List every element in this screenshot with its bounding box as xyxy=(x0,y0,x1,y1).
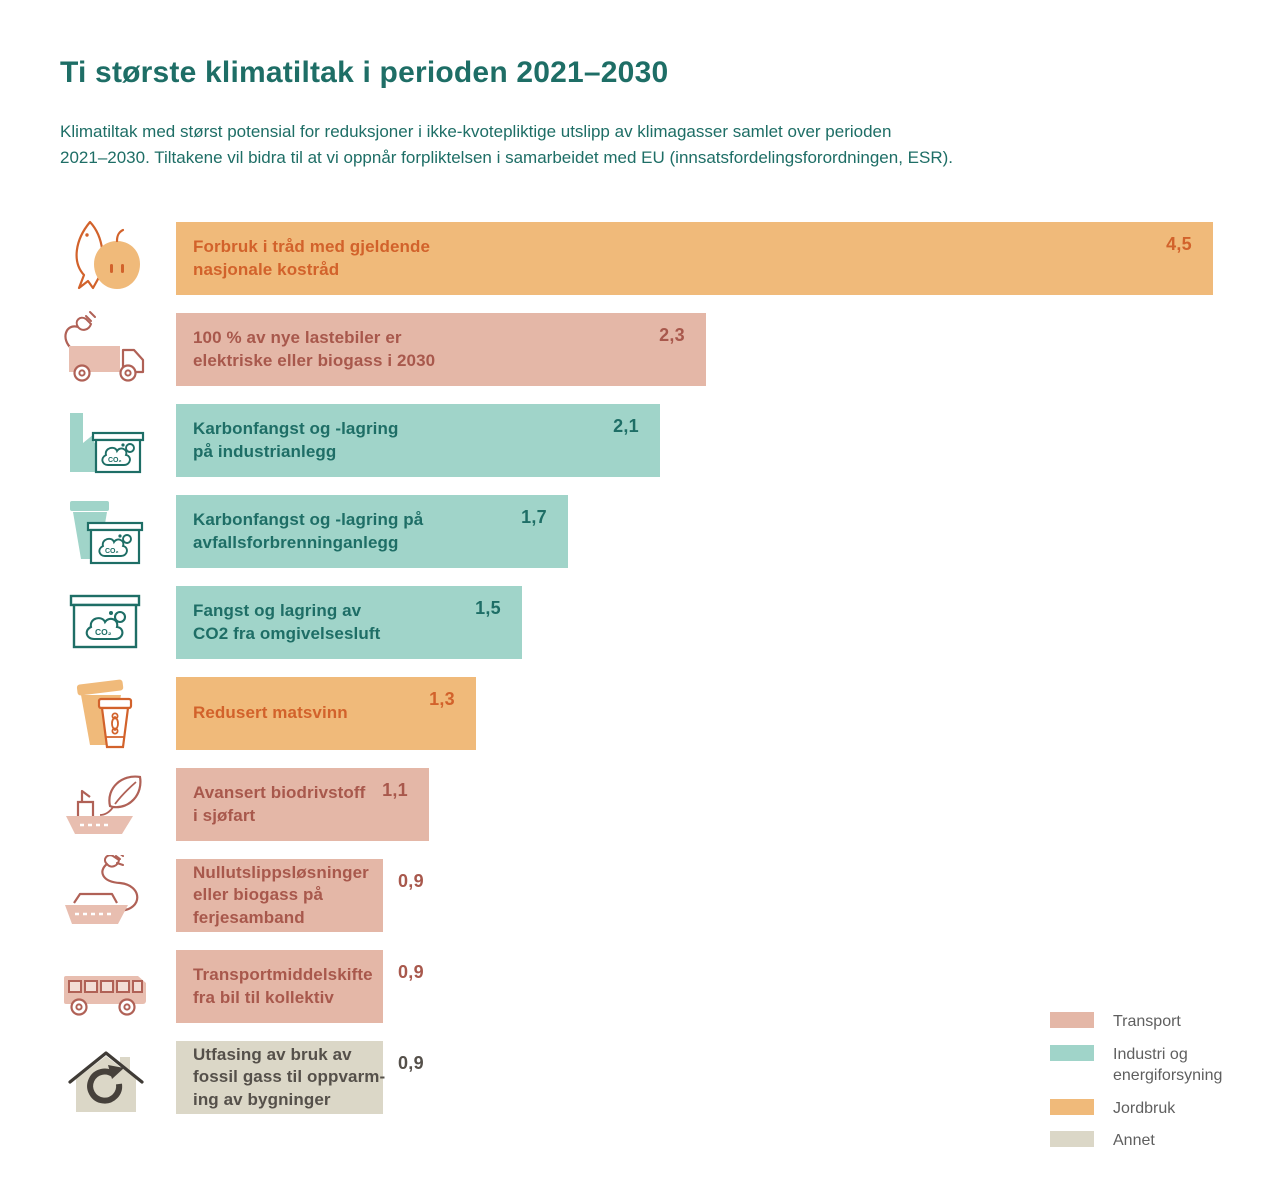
bar-label: Redusert matsvinn xyxy=(176,702,356,724)
food-waste-cup-icon xyxy=(60,677,176,750)
bar-value: 1,7 xyxy=(521,507,547,527)
bar-value: 2,1 xyxy=(613,416,639,436)
bar-label-line: på industrianlegg xyxy=(193,441,337,461)
svg-text:CO₂: CO₂ xyxy=(95,627,112,637)
legend-label: Jordbruk xyxy=(1113,1098,1175,1120)
legend-label-line: Annet xyxy=(1113,1132,1155,1150)
electric-ferry-icon xyxy=(60,854,176,932)
bar-chart: Forbruk i tråd med gjeldende nasjonale ko… xyxy=(60,220,1271,1114)
bar-row: CO₂ Karbonfangst og -lagring på avfallsfo… xyxy=(60,495,1271,568)
ship-leaf-icon xyxy=(60,768,176,841)
legend-label-line: Jordbruk xyxy=(1113,1099,1176,1117)
bar-label: Forbruk i tråd med gjeldende nasjonale ko… xyxy=(176,236,438,281)
bar-label: Karbonfangst og -lagring på avfallsforbre… xyxy=(176,509,431,554)
bar-row: Transportmiddelskifte fra bil til kollekt… xyxy=(60,950,1271,1023)
legend-item: Transport xyxy=(1050,1011,1222,1033)
bar-label-line: Karbonfangst og -lagring på xyxy=(193,510,424,530)
legend-swatch xyxy=(1050,1012,1094,1028)
bar: Forbruk i tråd med gjeldende nasjonale ko… xyxy=(176,222,1213,295)
legend-label-line: Industri og xyxy=(1113,1045,1188,1063)
bar-label-line: Avansert biodrivstoff xyxy=(193,783,366,803)
legend-label: Transport xyxy=(1113,1011,1181,1033)
bar-row: Utfasing av bruk av fossil gass til oppva… xyxy=(60,1041,1271,1114)
page-title: Ti største klimatiltak i perioden 2021–2… xyxy=(60,56,669,89)
legend-label-line: Transport xyxy=(1113,1013,1181,1030)
bar-value: 1,1 xyxy=(382,780,408,800)
bar: Karbonfangst og -lagring på industrianleg… xyxy=(176,404,660,477)
svg-text:CO₂: CO₂ xyxy=(108,457,122,464)
bar-label-line: Karbonfangst og -lagring xyxy=(193,419,399,439)
bar-row: CO₂ Karbonfangst og -lagring på industria… xyxy=(60,404,1271,477)
bar-value: 0,9 xyxy=(398,1053,424,1073)
infographic: Ti største klimatiltak i perioden 2021–2… xyxy=(60,56,1271,1114)
bar: Karbonfangst og -lagring på avfallsforbre… xyxy=(176,495,568,568)
bar-row: Redusert matsvinn 1,3 xyxy=(60,677,1271,750)
bar-label-line: Fangst og lagring av xyxy=(193,601,362,621)
bar: Fangst og lagring av CO2 fra omgivelseslu… xyxy=(176,586,522,659)
bar-label-line: eller biogass på xyxy=(193,885,324,905)
bar-value: 4,5 xyxy=(1166,234,1192,254)
bar-label: Fangst og lagring av CO2 fra omgivelseslu… xyxy=(176,600,388,645)
fish-and-apple-icon xyxy=(60,220,176,295)
bar-value: 1,3 xyxy=(429,689,455,709)
bar-label-line: ferjesamband xyxy=(193,907,305,927)
legend-label: Annet xyxy=(1113,1130,1155,1152)
bar-label-line: Nullutslippsløsninger xyxy=(193,862,369,882)
bar-label-line: nasjonale kostråd xyxy=(193,259,340,279)
legend-swatch xyxy=(1050,1131,1094,1148)
legend-swatch xyxy=(1050,1044,1094,1061)
bar-row: 100 % av nye lastebiler er elektriske ell… xyxy=(60,310,1271,386)
subtitle-line-2: 2021–2030. Tiltakene vil bidra til at vi… xyxy=(60,147,953,167)
bar: Redusert matsvinn 1,3 xyxy=(176,677,476,750)
bar-label-line: fossil gass til oppvarm- xyxy=(193,1067,386,1087)
bar-label-line: 100 % av nye lastebiler er xyxy=(193,328,402,348)
bar: 100 % av nye lastebiler er elektriske ell… xyxy=(176,313,706,386)
bar-label-line: Redusert matsvinn xyxy=(193,703,348,723)
legend-label-line: energiforsyning xyxy=(1113,1067,1223,1085)
chart-legend: Transport Industri og energiforsyning Jor… xyxy=(1050,1011,1222,1152)
bar: Utfasing av bruk av fossil gass til oppva… xyxy=(176,1041,424,1114)
bar-label-line: avfallsforbrenninganlegg xyxy=(193,532,399,552)
factory-carbon-capture-icon: CO₂ xyxy=(60,404,176,477)
bar-value: 2,3 xyxy=(659,325,685,345)
direct-air-capture-icon: CO₂ xyxy=(60,586,176,659)
bar-label: Transportmiddelskifte fra bil til kollekt… xyxy=(176,964,381,1009)
legend-item: Annet xyxy=(1050,1130,1222,1152)
svg-text:CO₂: CO₂ xyxy=(105,548,119,555)
bar-value: 0,9 xyxy=(398,962,424,982)
subtitle-line-1: Klimatiltak med størst potensial for red… xyxy=(60,122,892,141)
bar: Avansert biodrivstoff i sjøfart 1,1 xyxy=(176,768,429,841)
bar-label: Nullutslippsløsninger eller biogass på fer… xyxy=(176,862,377,929)
legend-label: Industri og energiforsyning xyxy=(1113,1044,1222,1087)
bar-label: Avansert biodrivstoff i sjøfart xyxy=(176,782,373,827)
bar-row: CO₂ Fangst og lagring av CO2 fra omgivels… xyxy=(60,586,1271,659)
bar: Transportmiddelskifte fra bil til kollekt… xyxy=(176,950,424,1023)
bar-label-line: ing av bygninger xyxy=(193,1089,331,1109)
bar-label-line: i sjøfart xyxy=(193,805,256,825)
bar-value: 1,5 xyxy=(475,598,501,618)
bar-row: Forbruk i tråd med gjeldende nasjonale ko… xyxy=(60,220,1271,295)
bar-row: Nullutslippsløsninger eller biogass på fer… xyxy=(60,854,1271,932)
bar-label-line: fra bil til kollektiv xyxy=(193,987,334,1007)
bus-icon xyxy=(60,950,176,1023)
bar-label-line: Forbruk i tråd med gjeldende xyxy=(193,237,431,257)
legend-item: Jordbruk xyxy=(1050,1098,1222,1120)
bar-label-line: CO2 fra omgivelsesluft xyxy=(193,623,381,643)
legend-swatch xyxy=(1050,1098,1094,1115)
electric-truck-icon xyxy=(60,310,176,386)
bar-label-line: Transportmiddelskifte xyxy=(193,965,373,985)
house-recycling-icon xyxy=(60,1041,176,1114)
bar: Nullutslippsløsninger eller biogass på fer… xyxy=(176,859,424,932)
bar-row: Avansert biodrivstoff i sjøfart 1,1 xyxy=(60,768,1271,841)
waste-incineration-capture-icon: CO₂ xyxy=(60,495,176,568)
bar-value: 0,9 xyxy=(398,871,424,891)
page-subtitle: Klimatiltak med størst potensial for red… xyxy=(60,119,1271,170)
legend-item: Industri og energiforsyning xyxy=(1050,1044,1222,1087)
bar-label: Karbonfangst og -lagring på industrianleg… xyxy=(176,418,406,463)
bar-label-line: Utfasing av bruk av xyxy=(193,1044,352,1064)
bar-label: Utfasing av bruk av fossil gass til oppva… xyxy=(176,1044,393,1111)
bar-label-line: elektriske eller biogass i 2030 xyxy=(193,350,436,370)
bar-label: 100 % av nye lastebiler er elektriske ell… xyxy=(176,327,443,372)
